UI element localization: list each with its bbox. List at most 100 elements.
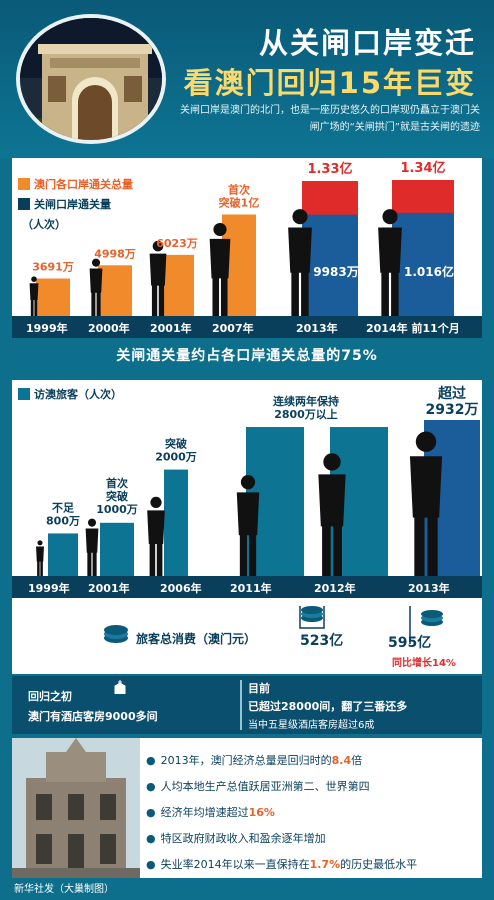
crossings-label-3-line-1: 突破1亿 <box>219 196 260 210</box>
visitors-label-0-line-0: 不足 <box>52 501 75 514</box>
church-icon <box>114 680 126 694</box>
fact-per-capita: 人均本地生产总值跃居亚洲第二、世界第四 <box>146 778 370 794</box>
spending-2012: 523亿 <box>300 633 344 649</box>
fact-unemployment: 失业率2014年以来一直保持在1.7%的历史最低水平 <box>146 856 418 872</box>
visitors-year-band <box>12 576 482 598</box>
visitors-chart: 不足800万首次突破1000万突破2000万连续两年保持2800万以上超过293… <box>36 385 480 576</box>
visitors-bar-1 <box>100 522 134 576</box>
spending-title: 旅客总消费（澳门元） <box>136 632 257 646</box>
traveler-icon-5 <box>378 209 402 316</box>
visitors-label-3-line-0: 连续两年保持 <box>273 394 339 408</box>
hotel-divider <box>240 680 242 730</box>
crossings-year-2000: 2000年 <box>88 322 130 335</box>
visitors-label-3-line-1: 2800万以上 <box>274 407 338 421</box>
spending-growth: 同比增长14% <box>392 658 456 669</box>
visitors-label-1-line-0: 首次 <box>106 476 128 490</box>
traveler-icon-2 <box>149 240 167 316</box>
crossings-label-0: 3691万 <box>32 261 74 274</box>
legend-gate-label: 关闸口岸通关量 <box>34 198 111 211</box>
border-gate-photo <box>16 14 166 144</box>
visitors-year-2001: 2001年 <box>88 582 130 595</box>
visitor-icon-1 <box>85 518 99 576</box>
fact-gdp-highlight: 8.4 <box>331 754 352 767</box>
fact-unemployment-suffix: 的历史最低水平 <box>340 858 418 871</box>
crossings-label-1: 4998万 <box>94 247 136 260</box>
crossings-total-bar-0 <box>36 278 70 316</box>
spending-graphics <box>104 606 443 644</box>
fact-growth-text: 经济年均增速超过 <box>160 806 249 819</box>
visitors-label-1-line-1: 突破 <box>106 489 128 503</box>
crossings-label-4: 1.33亿 <box>307 161 352 177</box>
visitors-year-1999: 1999年 <box>28 582 70 595</box>
spending-2013: 595亿 <box>388 635 432 651</box>
fact-gdp-text: 2013年，澳门经济总量是回归时的 <box>160 754 332 767</box>
visitors-label-5-line-0: 超过 <box>437 385 466 402</box>
crossings-year-2001: 2001年 <box>150 322 192 335</box>
title-line-1: 从关闸口岸变迁 <box>258 26 476 60</box>
visitors-label-2-line-1: 2000万 <box>155 451 197 464</box>
coins-icon-2013 <box>421 610 443 626</box>
unit-label: （人次） <box>22 218 66 231</box>
hotel-then-label: 回归之初 <box>28 690 72 703</box>
crossings-label-5: 1.34亿 <box>400 160 445 176</box>
visitors-bar-0 <box>48 533 78 576</box>
fact-gdp: 2013年，澳门经济总量是回归时的8.4倍 <box>146 752 363 768</box>
crossings-total-bar-1 <box>98 265 132 316</box>
crossings-year-2014: 2014年 前11个月 <box>366 322 460 335</box>
visitors-bar-2 <box>164 469 188 576</box>
gate-share-stat: 关闸通关量约占各口岸通关总量的75% <box>116 348 378 364</box>
visitors-label-0-line-1: 800万 <box>46 514 80 527</box>
fact-unemployment-text: 失业率2014年以来一直保持在 <box>160 858 310 871</box>
hotel-now-value: 已超过28000间，翻了三番还多 <box>248 700 408 713</box>
hotel-now-note: 当中五星级酒店客房超过6成 <box>248 720 375 731</box>
visitors-label-5-line-1: 2932万 <box>426 402 479 418</box>
fact-fiscal: 特区政府财政收入和盈余逐年增加 <box>146 830 326 846</box>
legend-total-label: 澳门各口岸通关总量 <box>34 178 133 191</box>
ruins-of-st-paul-photo <box>12 738 140 878</box>
coins-icon-2012 <box>301 606 323 622</box>
hotel-strip: 回归之初 澳门有酒店客房9000多间 目前 已超过28000间，翻了三番还多 当… <box>12 676 482 734</box>
traveler-icon-3 <box>209 222 231 316</box>
crossings-year-1999: 1999年 <box>26 322 68 335</box>
visitor-icon-3 <box>236 475 260 576</box>
hotel-now-label: 目前 <box>248 682 270 695</box>
fact-fiscal-text: 特区政府财政收入和盈余逐年增加 <box>160 832 326 845</box>
credit: 新华社发（大巢制图） <box>14 884 114 895</box>
crossings-gate-bar-5 <box>392 212 454 316</box>
legend-total-swatch <box>18 178 30 190</box>
subtitle: 关闸口岸是澳门的北门，也是一座历史悠久的口岸现仍矗立于澳门关闸广场的“关闸拱门”… <box>180 105 480 133</box>
crossings-year-band <box>12 316 482 338</box>
spending-area <box>12 598 482 674</box>
fact-unemployment-highlight: 1.7% <box>309 858 341 871</box>
legend-gate-swatch <box>18 198 30 210</box>
visitor-icon-2 <box>147 496 165 576</box>
fact-per-capita-text: 人均本地生产总值跃居亚洲第二、世界第四 <box>160 780 370 793</box>
visitors-title-swatch <box>18 388 30 400</box>
traveler-icon-0 <box>29 276 39 316</box>
header: 从关闸口岸变迁 看澳门回归15年巨变 关闸口岸是澳门的北门，也是一座历史悠久的口… <box>0 0 494 158</box>
fact-growth: 经济年均增速超过16% <box>146 804 275 820</box>
visitors-label-2-line-0: 突破 <box>165 437 187 451</box>
fact-growth-highlight: 16% <box>248 806 275 819</box>
visitor-icon-0 <box>36 540 44 576</box>
crossings-gate-label-5: 1.016亿 <box>404 264 454 279</box>
crossings-year-2007: 2007年 <box>212 322 254 335</box>
visitors-year-2013: 2013年 <box>408 582 450 595</box>
visitors-label-1-line-2: 1000万 <box>96 503 138 516</box>
crossings-gate-label-4: 9983万 <box>313 265 358 279</box>
hotel-then-value: 澳门有酒店客房9000多间 <box>28 710 158 723</box>
crossings-label-3-line-0: 首次 <box>228 183 250 197</box>
crossings-year-2013: 2013年 <box>296 322 338 335</box>
title-line-2: 看澳门回归15年巨变 <box>183 66 476 100</box>
fact-gdp-suffix: 倍 <box>351 754 363 767</box>
visitor-icon-4 <box>318 453 346 576</box>
visitor-icon-5 <box>409 431 443 576</box>
visitors-year-2012: 2012年 <box>314 582 356 595</box>
traveler-icon-4 <box>288 209 312 316</box>
crossings-label-2: 6023万 <box>156 237 198 250</box>
visitors-year-2011: 2011年 <box>230 582 272 595</box>
visitors-title: 访澳旅客（人次） <box>34 388 122 401</box>
traveler-icon-1 <box>89 258 103 316</box>
coins-icon <box>104 625 128 643</box>
